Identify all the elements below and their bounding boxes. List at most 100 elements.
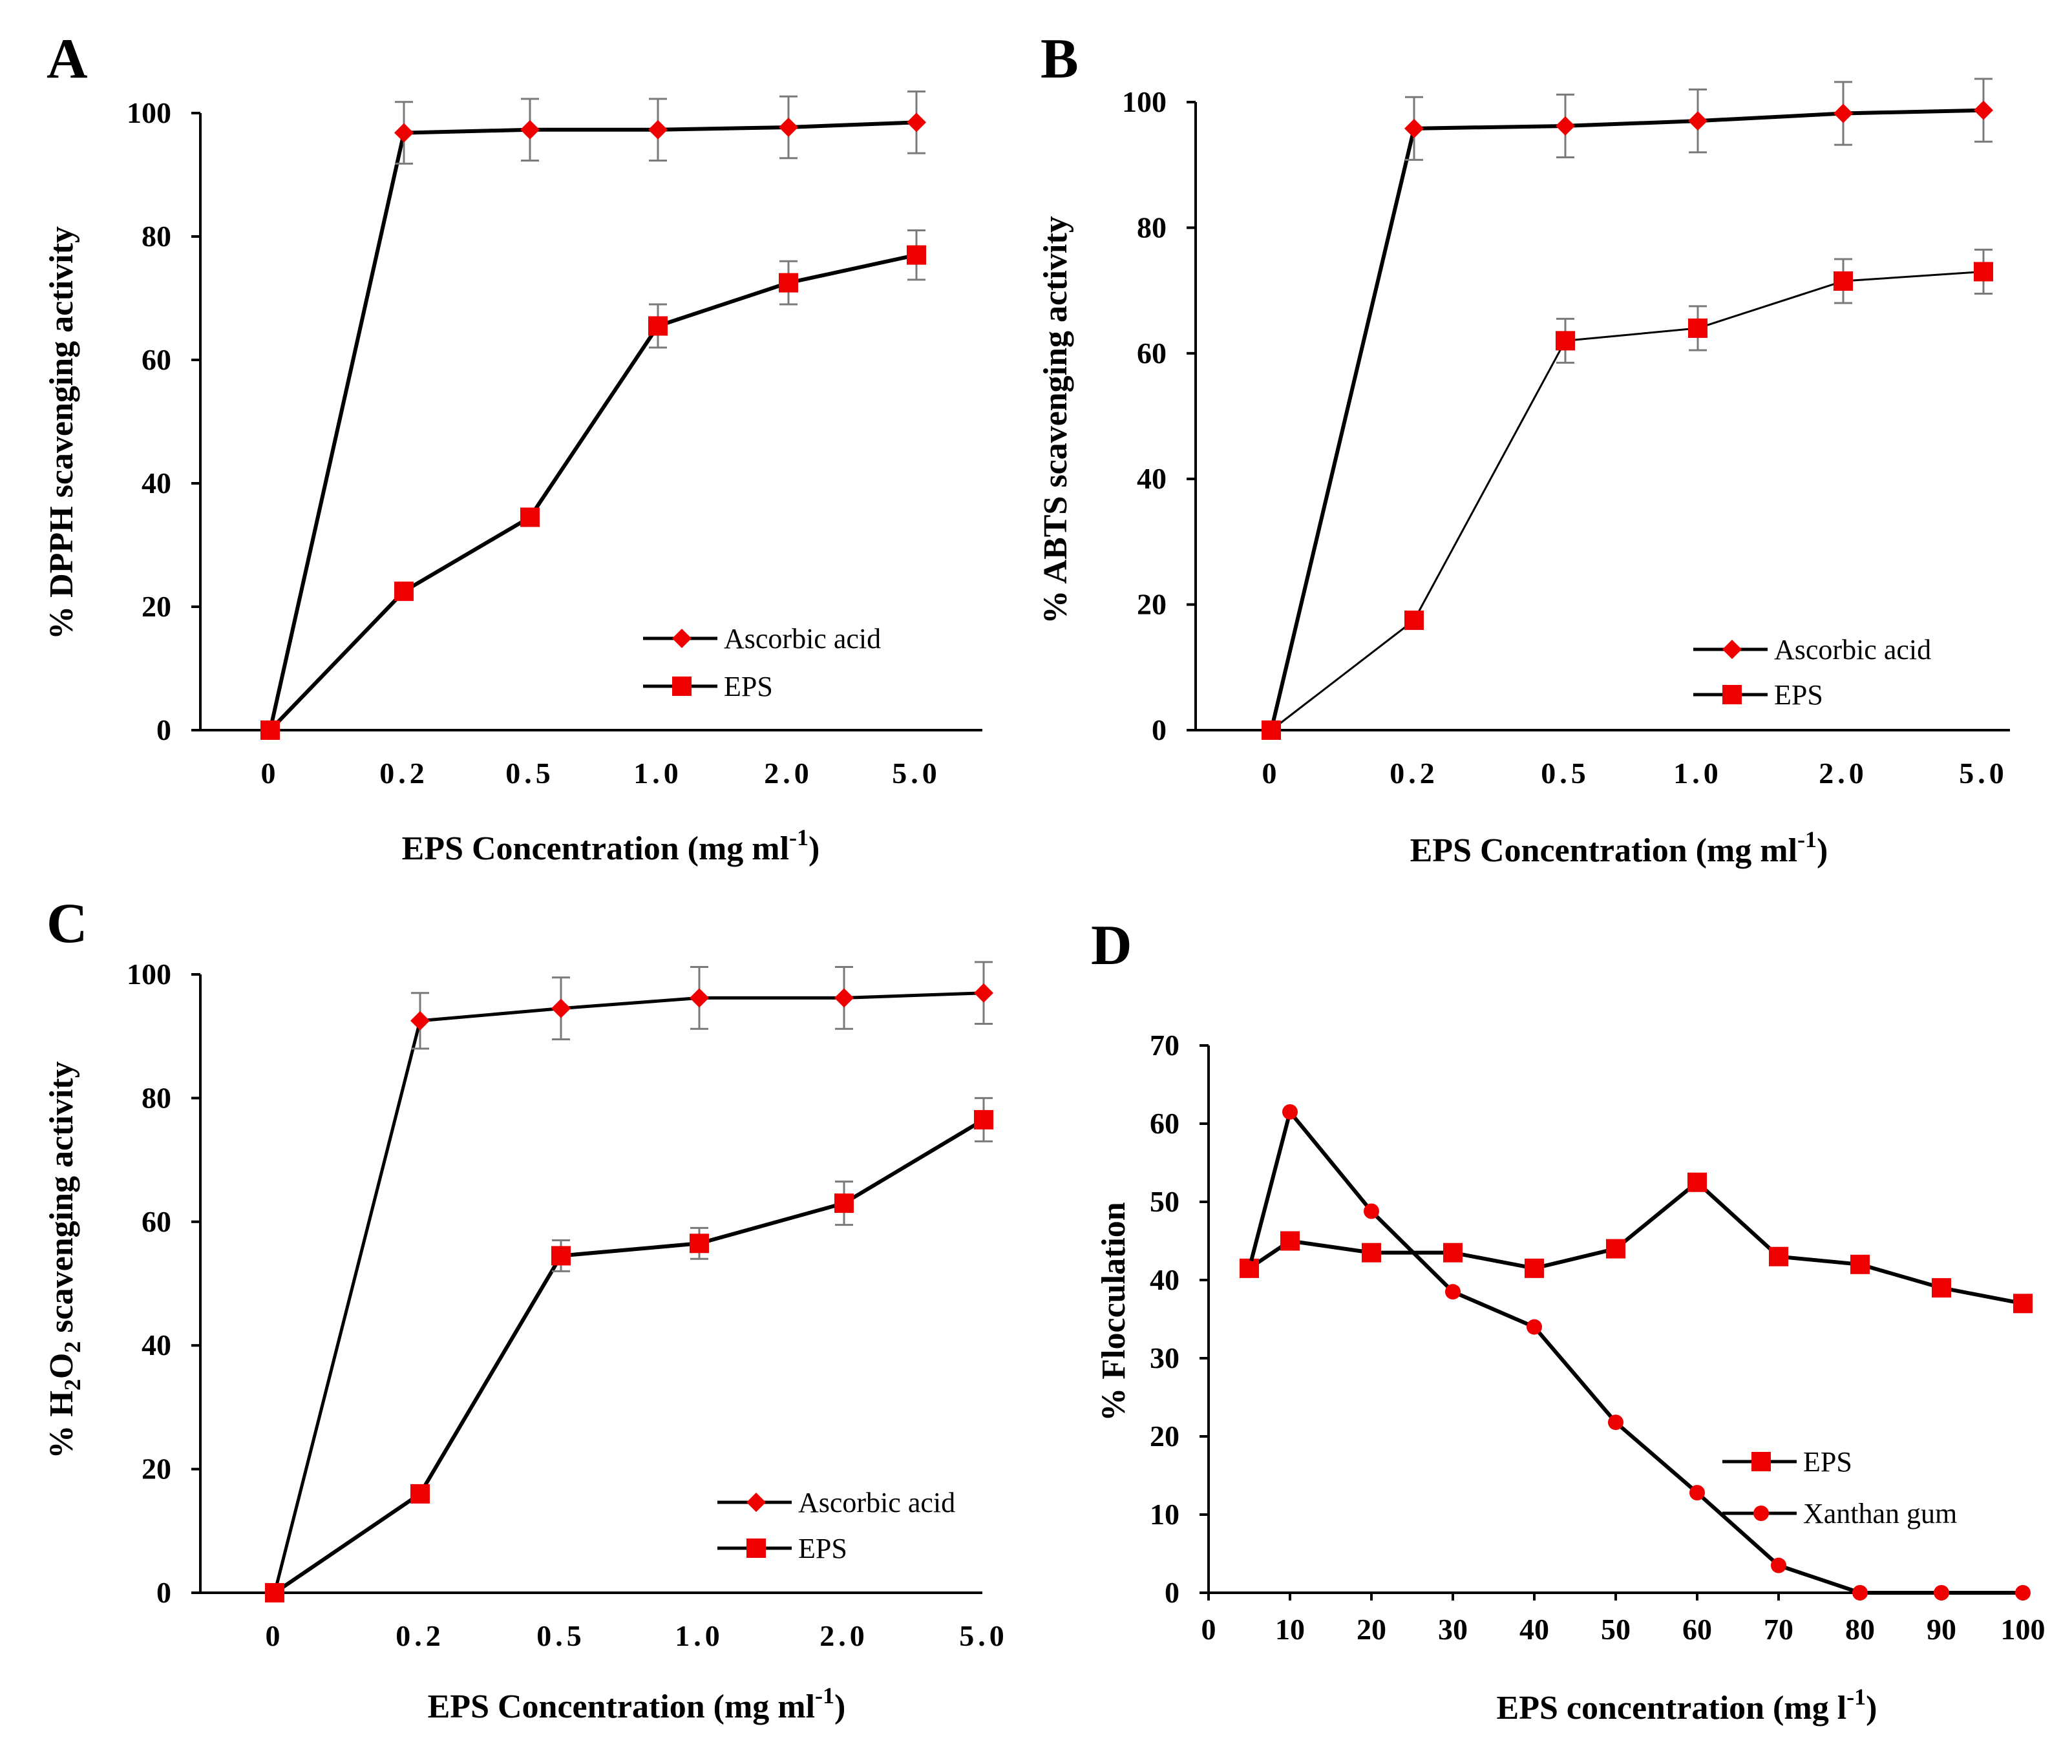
data-point <box>1771 1557 1786 1573</box>
x-tick-label: 60 <box>1682 1613 1712 1646</box>
data-point <box>410 1011 430 1031</box>
data-point <box>779 117 798 137</box>
data-point <box>690 1234 709 1254</box>
y-tick-label: 0 <box>156 713 171 746</box>
y-tick-label: 0 <box>1152 713 1167 746</box>
x-tick-label: 0.2 <box>1390 757 1439 790</box>
data-point <box>1282 1104 1298 1120</box>
data-point <box>974 1109 993 1129</box>
x-tick-label: 0 <box>1262 757 1281 790</box>
data-point <box>1769 1246 1788 1266</box>
y-tick-label: 20 <box>142 1453 171 1486</box>
data-point <box>1606 1239 1625 1259</box>
data-point <box>648 120 668 140</box>
x-tick-label: 1.0 <box>633 757 682 790</box>
panel-d: D 0 10 20 30 40 50 60 70 0 10 20 30 40 50 60 70 80 90 100 % … <box>1091 914 2046 1727</box>
x-tick-label: 5.0 <box>959 1619 1008 1652</box>
data-point <box>1262 720 1281 740</box>
legend-marker <box>746 1493 766 1512</box>
data-point <box>648 316 668 336</box>
legend-label: EPS <box>1774 679 1823 711</box>
legend-marker <box>1751 1452 1771 1471</box>
y-tick-label: 0 <box>156 1576 171 1609</box>
legend-marker <box>1722 640 1742 659</box>
x-tick-label: 2.0 <box>819 1619 869 1652</box>
panel-letter: D <box>1091 914 1132 977</box>
y-tick-label: 70 <box>1150 1029 1179 1062</box>
data-point <box>1556 116 1575 136</box>
legend-entry: Xanthan gum <box>1722 1498 1957 1529</box>
data-point <box>1974 262 1993 282</box>
panel-letter: B <box>1041 28 1079 90</box>
data-point <box>551 998 571 1018</box>
data-point <box>1556 331 1575 351</box>
y-axis-title: % Flocculation <box>1095 1202 1132 1422</box>
legend-label: EPS <box>798 1533 847 1564</box>
data-point <box>265 1583 284 1602</box>
legend-label: Ascorbic acid <box>798 1487 955 1518</box>
x-tick-label: 50 <box>1601 1613 1631 1646</box>
data-point <box>410 1484 430 1504</box>
legend-entry: EPS <box>717 1533 847 1564</box>
x-axis-title: EPS Concentration (mg ml-1) <box>428 1683 846 1725</box>
panel-c: C 0 20 40 60 80 100 0 0.2 0.5 1.0 2.0 5.0 % H2O2 scav… <box>43 892 1008 1725</box>
legend-label: Xanthan gum <box>1803 1498 1957 1529</box>
data-point <box>834 988 854 1008</box>
data-point <box>260 720 280 740</box>
y-tick-label: 20 <box>1150 1420 1179 1453</box>
series-line <box>268 253 917 732</box>
series-xanthan-gum <box>1242 1104 2031 1601</box>
data-point <box>551 1246 571 1266</box>
y-tick-label: 60 <box>142 1205 171 1238</box>
y-tick-label: 40 <box>142 1328 171 1361</box>
y-tick-label: 100 <box>127 958 171 991</box>
series-line <box>268 120 917 731</box>
y-axis-title: % DPPH scavenging activity <box>43 226 80 640</box>
data-point <box>1688 318 1707 338</box>
data-point <box>520 120 540 140</box>
legend-label: EPS <box>1803 1446 1852 1478</box>
legend-marker <box>1722 685 1742 704</box>
data-point <box>1834 271 1853 291</box>
y-axis-title: % H2O2 scavenging activity <box>43 1061 85 1458</box>
x-tick-label: 0.5 <box>1541 757 1590 790</box>
data-point <box>1445 1284 1461 1300</box>
series-eps <box>1262 248 1993 740</box>
data-point <box>1364 1203 1379 1219</box>
legend-marker <box>672 677 692 696</box>
x-tick-label: 0.2 <box>379 757 428 790</box>
legend-marker <box>672 629 692 648</box>
y-tick-label: 10 <box>1150 1498 1179 1531</box>
data-point <box>834 1193 854 1213</box>
x-axis-title: EPS concentration (mg l-1) <box>1497 1684 1877 1727</box>
x-tick-label: 20 <box>1357 1613 1386 1646</box>
data-point <box>394 582 414 602</box>
series-line <box>1271 270 1984 731</box>
series-line <box>273 1118 985 1595</box>
x-tick-label: 90 <box>1927 1613 1956 1646</box>
x-tick-label: 1.0 <box>675 1619 724 1652</box>
data-point <box>1974 100 1993 120</box>
legend-marker <box>1753 1506 1769 1521</box>
data-point <box>2013 1294 2033 1314</box>
data-point <box>1852 1585 1868 1601</box>
legend-label: Ascorbic acid <box>1774 634 1931 666</box>
x-axis-title: EPS Concentration (mg ml-1) <box>402 824 820 867</box>
data-point <box>1608 1414 1623 1431</box>
legend-marker <box>746 1538 766 1558</box>
panel-letter: C <box>47 892 88 955</box>
legend-entry: EPS <box>643 671 773 702</box>
panel-a: A 0 20 40 60 80 100 0 0.2 0.5 1.0 2.0 5.0 % DPPH scav… <box>43 28 982 867</box>
data-point <box>907 112 926 132</box>
legend-label: Ascorbic acid <box>724 623 881 655</box>
data-point <box>690 988 709 1008</box>
y-tick-label: 20 <box>142 590 171 623</box>
y-tick-label: 60 <box>1137 337 1167 370</box>
data-point <box>1362 1243 1381 1263</box>
data-point <box>1525 1258 1544 1278</box>
x-tick-label: 0.5 <box>536 1619 586 1652</box>
data-point <box>907 245 926 265</box>
y-tick-label: 40 <box>1150 1263 1179 1296</box>
x-tick-label: 10 <box>1275 1613 1305 1646</box>
